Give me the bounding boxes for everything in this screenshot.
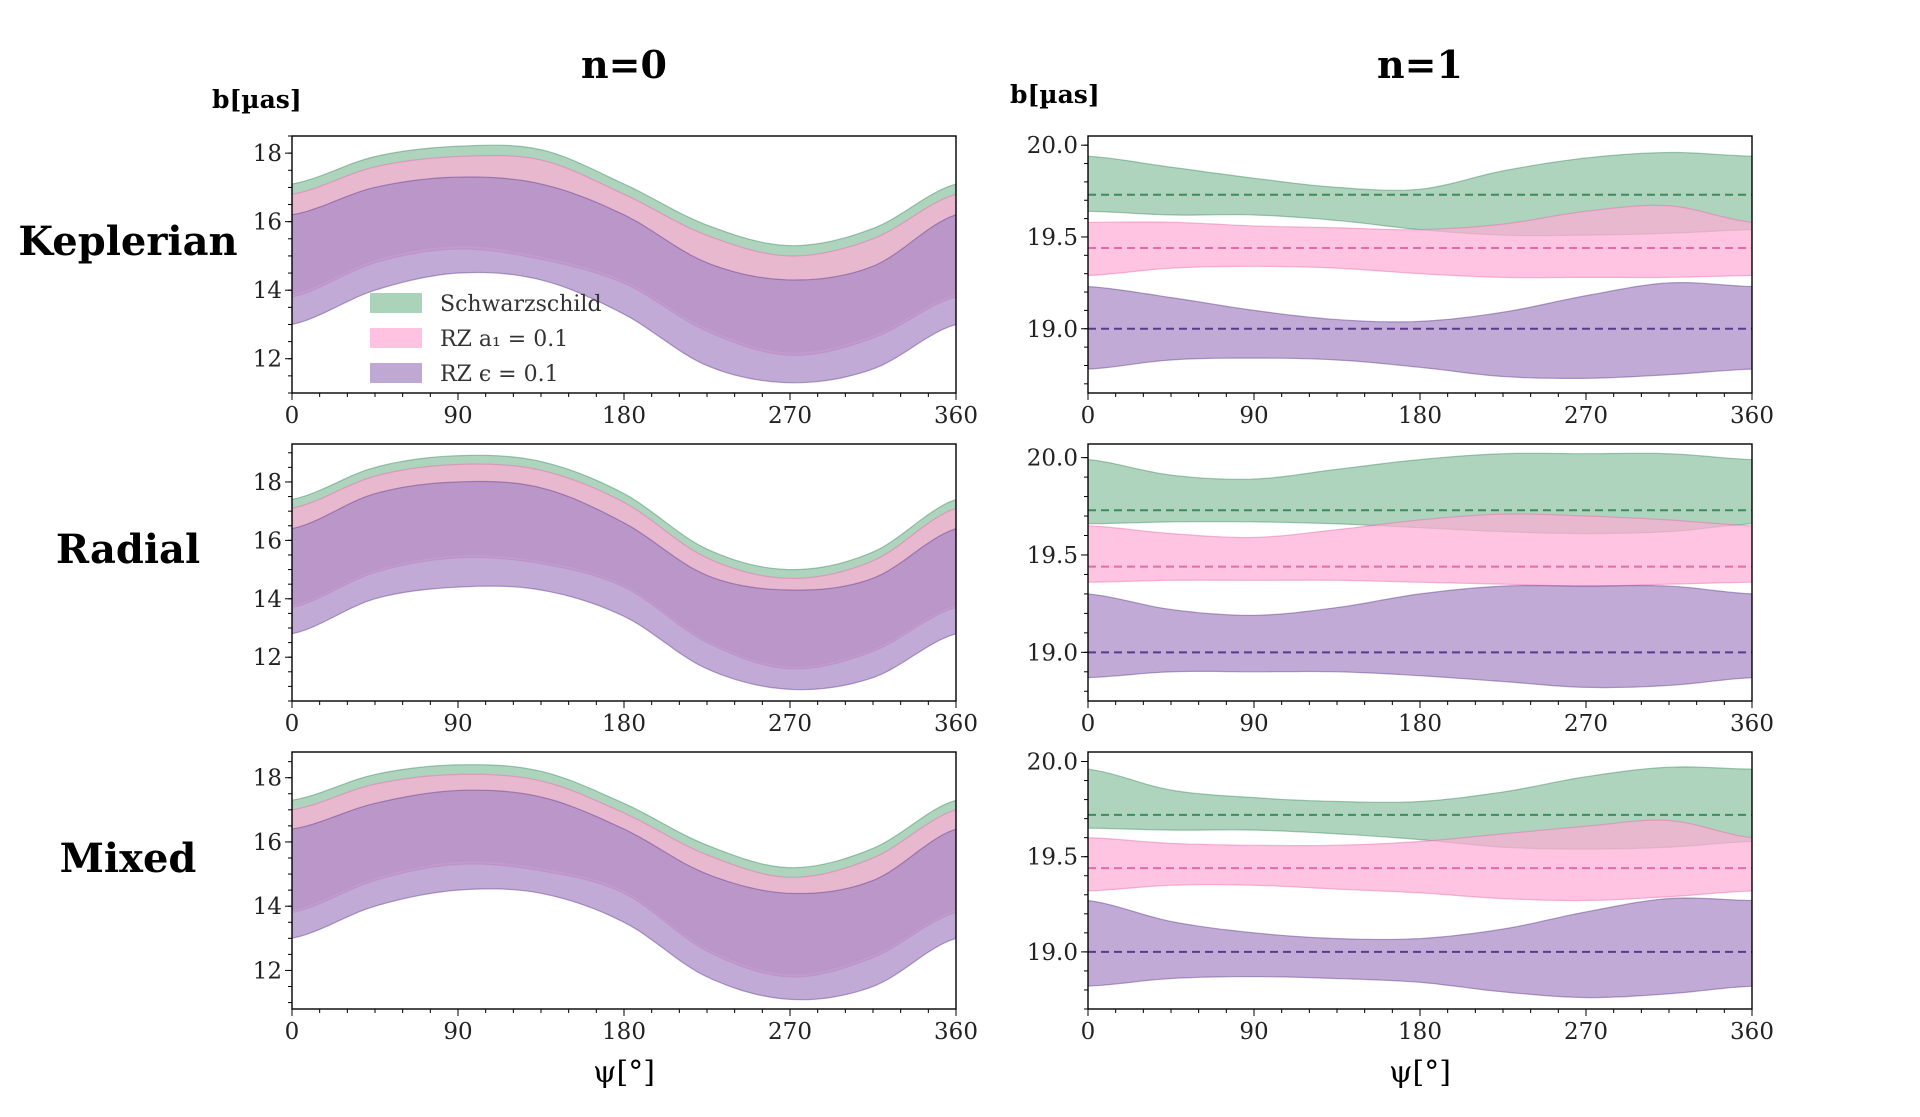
panel-5: 0 90 180 270 360 19.0 19.5 20.0 (1027, 750, 1774, 1045)
band-rz-eps-panel-0 (292, 176, 956, 384)
xlabel-right: ψ[°] (1389, 1055, 1451, 1090)
band-rz-eps-panel-4 (292, 789, 956, 1001)
xtick-label: 180 (602, 403, 646, 429)
xtick-label: 270 (768, 1019, 812, 1045)
xtick-label: 360 (1730, 711, 1774, 737)
legend: Schwarzschild RZ a₁ = 0.1 RZ ϵ = 0.1 (370, 292, 602, 387)
legend-swatch-rz-eps (370, 363, 422, 383)
xtick-label: 360 (934, 403, 978, 429)
ytick-label: 16 (253, 528, 282, 554)
ytick-label: 12 (253, 645, 282, 671)
ytick-label: 19.5 (1027, 543, 1078, 569)
panel-1-bands (1088, 151, 1752, 379)
ylabel-right: b[µas] (1010, 80, 1100, 109)
xtick-label: 0 (285, 711, 300, 737)
xtick-label: 0 (1081, 1019, 1096, 1045)
xtick-label: 0 (1081, 403, 1096, 429)
xtick-label: 360 (1730, 1019, 1774, 1045)
xtick-label: 90 (443, 1019, 472, 1045)
panel-2: 0 90 180 270 360 12 14 16 18 (253, 443, 978, 737)
xtick-label: 0 (285, 403, 300, 429)
panel-4-bands (292, 764, 956, 1001)
xtick-label: 0 (1081, 711, 1096, 737)
xtick-label: 180 (1398, 711, 1442, 737)
band-rz-a1-panel-1 (1088, 204, 1752, 279)
ytick-label: 12 (253, 347, 282, 373)
xtick-label: 270 (768, 711, 812, 737)
ytick-label: 19.0 (1027, 317, 1078, 343)
ytick-label: 16 (253, 830, 282, 856)
band-rz-eps-panel-1 (1088, 282, 1752, 379)
ytick-label: 18 (253, 141, 282, 167)
xtick-label: 180 (1398, 1019, 1442, 1045)
panel-2-bands (292, 454, 956, 691)
ylabel-left: b[µas] (212, 85, 302, 114)
xtick-label: 270 (1564, 403, 1608, 429)
ytick-label: 20.0 (1027, 446, 1078, 472)
panel-5-bands (1088, 766, 1752, 999)
xtick-label: 180 (1398, 403, 1442, 429)
xtick-label: 90 (1239, 403, 1268, 429)
band-rz-eps-panel-5 (1088, 897, 1752, 999)
panel-4: 0 90 180 270 360 12 14 16 18 (253, 751, 978, 1045)
legend-swatch-schwarzschild (370, 293, 422, 313)
ytick-label: 19.0 (1027, 940, 1078, 966)
ytick-label: 16 (253, 210, 282, 236)
xtick-label: 180 (602, 711, 646, 737)
xlabel-left: ψ[°] (593, 1055, 655, 1090)
ytick-label: 18 (253, 470, 282, 496)
col-title-n1: n=1 (1377, 42, 1463, 87)
row-label-keplerian: Keplerian (18, 218, 237, 265)
band-schwarzschild-panel-3 (1088, 452, 1752, 535)
ytick-label: 20.0 (1027, 133, 1078, 159)
legend-label-schwarzschild: Schwarzschild (440, 292, 602, 317)
xtick-label: 90 (443, 403, 472, 429)
row-label-mixed: Mixed (60, 835, 197, 882)
xtick-label: 90 (1239, 711, 1268, 737)
ytick-label: 14 (253, 278, 282, 304)
panel-3-bands (1088, 452, 1752, 689)
ytick-label: 14 (253, 587, 282, 613)
legend-label-rz-eps: RZ ϵ = 0.1 (440, 362, 559, 387)
xtick-label: 360 (934, 711, 978, 737)
xtick-label: 270 (768, 403, 812, 429)
panel-3: 0 90 180 270 360 19.0 19.5 20.0 (1027, 443, 1774, 737)
panel-1: 0 90 180 270 360 19.0 19.5 20.0 (1027, 133, 1774, 429)
band-rz-a1-panel-3 (1088, 513, 1752, 587)
panel-0: 0 90 180 270 360 12 14 16 18 (253, 135, 978, 429)
col-title-n0: n=0 (581, 42, 667, 87)
xtick-label: 270 (1564, 1019, 1608, 1045)
xtick-label: 180 (602, 1019, 646, 1045)
panel-0-bands (292, 144, 956, 384)
ytick-label: 19.0 (1027, 640, 1078, 666)
legend-label-rz-a1: RZ a₁ = 0.1 (440, 327, 568, 352)
ytick-label: 18 (253, 766, 282, 792)
row-label-radial: Radial (56, 526, 200, 573)
ytick-label: 14 (253, 894, 282, 920)
xtick-label: 90 (443, 711, 472, 737)
xtick-label: 360 (934, 1019, 978, 1045)
xtick-label: 270 (1564, 711, 1608, 737)
band-rz-a1-panel-5 (1088, 819, 1752, 902)
ytick-label: 19.5 (1027, 225, 1078, 251)
xtick-label: 0 (285, 1019, 300, 1045)
band-rz-eps-panel-2 (292, 480, 956, 691)
ytick-label: 12 (253, 958, 282, 984)
xtick-label: 90 (1239, 1019, 1268, 1045)
ytick-label: 19.5 (1027, 845, 1078, 871)
xtick-label: 360 (1730, 403, 1774, 429)
legend-swatch-rz-a1 (370, 328, 422, 348)
ytick-label: 20.0 (1027, 750, 1078, 776)
band-rz-eps-panel-3 (1088, 585, 1752, 689)
